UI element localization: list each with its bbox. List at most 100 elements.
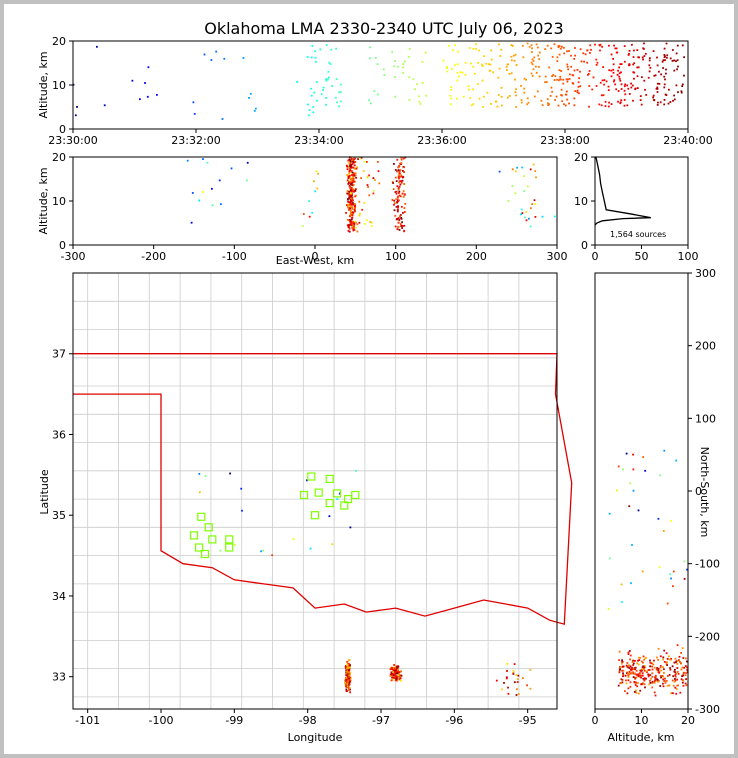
time-height-source-point: [578, 92, 580, 95]
lma-station-marker: [307, 472, 316, 481]
time-height-source-point: [414, 88, 416, 91]
time-height-source-point: [485, 62, 487, 65]
time-height-source-point: [603, 79, 606, 81]
plan-view-source-point: [346, 669, 349, 672]
east-west-source-point: [396, 210, 399, 213]
time-height-source-point: [628, 64, 630, 67]
time-height-source-point: [520, 101, 523, 104]
altitude-histogram-y-tick-label: 10: [574, 195, 588, 208]
plan-view-source-point: [507, 686, 509, 689]
north-south-source-point: [626, 692, 629, 695]
north-south-source-point: [632, 662, 635, 665]
time-height-source-point: [665, 42, 668, 45]
east-west-source-point: [349, 164, 351, 167]
east-west-source-point: [378, 182, 381, 185]
east-west-source-point: [374, 179, 376, 181]
north-south-source-point: [627, 672, 629, 675]
north-south-source-point: [621, 665, 624, 668]
time-height-source-point: [325, 103, 327, 106]
time-height-source-point: [523, 87, 526, 90]
east-west-source-point: [402, 212, 404, 214]
plan-view-source-point: [395, 678, 398, 681]
plan-view-source-point: [347, 663, 350, 665]
east-west-source-point: [349, 205, 352, 208]
time-height-source-point: [391, 50, 394, 53]
east-west-source-point: [362, 170, 365, 172]
time-height-source-point: [665, 72, 667, 75]
east-west-source-point: [190, 221, 193, 224]
north-south-source-point: [653, 666, 656, 669]
north-south-source-point: [637, 659, 639, 662]
time-height-source-point: [408, 76, 411, 79]
time-height-source-point: [531, 51, 533, 53]
north-south-source-point: [637, 509, 640, 512]
east-west-source-point: [403, 224, 406, 227]
time-height-source-point: [566, 98, 569, 101]
time-height-source-point: [312, 111, 315, 114]
north-south-source-point: [686, 568, 688, 571]
time-height-source-point: [551, 75, 553, 77]
north-south-source-point: [675, 459, 678, 462]
north-south-source-point: [640, 670, 643, 673]
time-height-source-point: [533, 95, 536, 98]
north-south-source-point: [657, 680, 660, 683]
east-west-source-point: [398, 199, 400, 202]
east-west-source-point: [396, 158, 399, 161]
north-south-source-point: [636, 662, 638, 665]
time-height-source-point: [648, 70, 651, 73]
north-south-source-point: [662, 530, 665, 532]
time-height-source-point: [370, 102, 372, 105]
north-south-source-point: [629, 658, 631, 661]
time-height-source-point: [146, 95, 149, 98]
time-height-source-point: [601, 79, 604, 82]
north-south-source-point: [628, 670, 631, 673]
north-south-source-point: [616, 489, 618, 492]
north-south-source-point: [680, 662, 682, 665]
plan-view-source-point: [348, 665, 351, 668]
time-height-source-point: [610, 53, 613, 56]
time-height-source-point: [477, 62, 479, 64]
plan-view-source-point: [240, 487, 243, 490]
east-west-source-point: [396, 185, 399, 188]
time-height-source-point: [592, 76, 595, 79]
east-west-source-point: [355, 226, 358, 229]
east-west-source-point: [393, 203, 395, 206]
north-south-source-point: [674, 679, 677, 682]
east-west-source-point: [530, 207, 532, 210]
north-south-source-point: [645, 670, 648, 673]
plan-view-source-point: [345, 685, 347, 688]
plan-view-source-point: [529, 687, 532, 690]
east-west-source-point: [350, 218, 353, 221]
time-height-source-point: [610, 75, 613, 78]
time-height-source-point: [620, 83, 623, 86]
east-west-x-tick-label: 200: [466, 250, 487, 263]
plan-view-source-point: [391, 674, 394, 677]
time-height-source-point: [675, 84, 678, 87]
time-height-source-point: [446, 67, 448, 70]
time-height-source-point: [617, 90, 620, 92]
time-height-source-point: [671, 49, 674, 51]
time-height-source-point: [307, 103, 309, 106]
north-south-source-point: [653, 691, 656, 694]
north-south-source-point: [675, 688, 678, 690]
time-height-source-point: [633, 62, 636, 65]
time-height-source-point: [583, 60, 585, 63]
north-south-source-point: [662, 678, 665, 681]
north-south-source-point: [624, 690, 626, 692]
east-west-source-point: [404, 203, 407, 205]
north-south-source-point: [638, 659, 641, 661]
east-west-source-point: [349, 222, 352, 224]
time-height-source-point: [570, 54, 572, 57]
north-south-source-point: [637, 673, 640, 676]
plan-view-source-point: [349, 671, 351, 674]
east-west-source-point: [348, 197, 351, 200]
north-south-source-point: [649, 674, 652, 676]
plan-view-source-point: [505, 676, 508, 679]
east-west-source-point: [358, 200, 361, 203]
time-height-source-point: [563, 103, 565, 106]
time-height-source-point: [656, 86, 659, 89]
east-west-source-point: [370, 225, 373, 227]
east-west-source-point: [534, 170, 537, 172]
north-south-xlabel: Altitude, km: [607, 731, 674, 744]
plan-view-source-point: [346, 685, 349, 688]
